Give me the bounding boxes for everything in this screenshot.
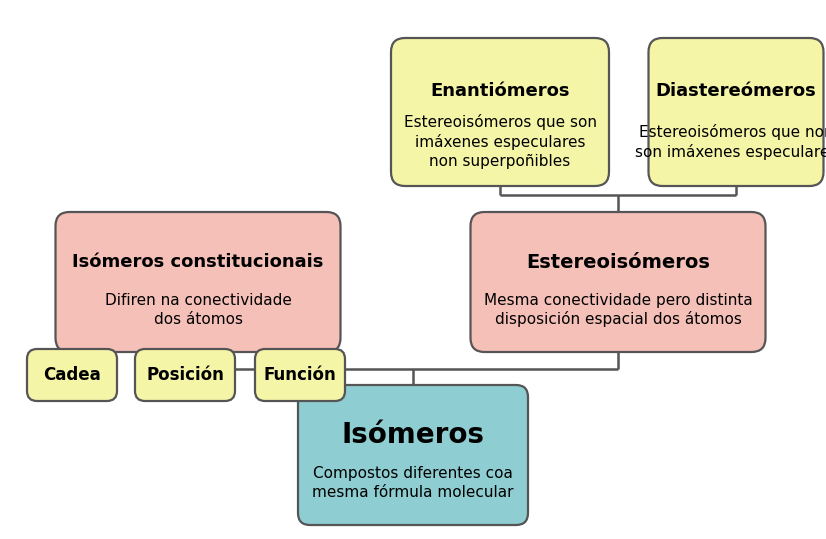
Text: Estereoisómeros que son
imáxenes especulares
non superpoñibles: Estereoisómeros que son imáxenes especul… [403,114,596,169]
Text: Enantiómeros: Enantiómeros [430,82,570,100]
Text: Posición: Posición [146,366,224,384]
Text: Estereoisómeros que non
son imáxenes especulares: Estereoisómeros que non son imáxenes esp… [635,123,826,160]
FancyBboxPatch shape [55,212,340,352]
Text: Isómeros constitucionais: Isómeros constitucionais [73,253,324,272]
Text: Diastereómeros: Diastereómeros [656,82,816,100]
FancyBboxPatch shape [298,385,528,525]
FancyBboxPatch shape [255,349,345,401]
FancyBboxPatch shape [135,349,235,401]
FancyBboxPatch shape [471,212,766,352]
Text: Isómeros: Isómeros [341,421,485,450]
Text: Estereoisómeros: Estereoisómeros [526,253,710,272]
Text: Función: Función [263,366,336,384]
FancyBboxPatch shape [391,38,609,186]
Text: Compostos diferentes coa
mesma fórmula molecular: Compostos diferentes coa mesma fórmula m… [312,466,514,500]
Text: Mesma conectividade pero distinta
disposición espacial dos átomos: Mesma conectividade pero distinta dispos… [484,293,752,328]
FancyBboxPatch shape [27,349,117,401]
FancyBboxPatch shape [648,38,824,186]
Text: Cadea: Cadea [43,366,101,384]
Text: Difiren na conectividade
dos átomos: Difiren na conectividade dos átomos [105,293,292,327]
